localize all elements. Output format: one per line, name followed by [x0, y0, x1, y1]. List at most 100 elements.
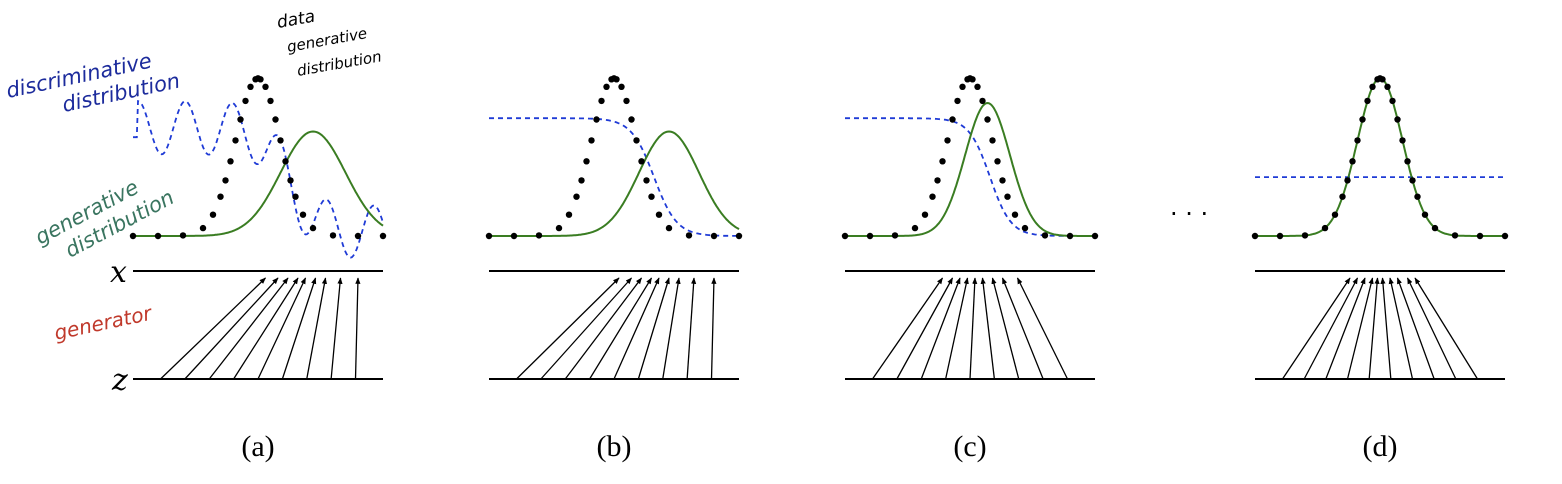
- panel-b-label: (b): [597, 430, 632, 463]
- panel-b-data-point: [555, 224, 563, 232]
- panel-c-data-point: [1004, 193, 1011, 200]
- panel-b-generator-arrow: [589, 277, 653, 380]
- panel-b-data-point: [593, 116, 600, 123]
- panel-b-data-point: [583, 158, 590, 165]
- z-axis-letter: z: [111, 363, 128, 398]
- panel-c-data-point: [1066, 232, 1074, 240]
- panel-c-generator-arrow: [980, 277, 996, 380]
- panel-b-data-point: [565, 211, 573, 218]
- panel-d-generator-arrow: [1406, 277, 1457, 380]
- panel-d-data-point: [1399, 137, 1406, 144]
- panel-c-data-point: [979, 97, 986, 105]
- panel-d: (d): [1251, 75, 1509, 463]
- ellipsis: · · ·: [1170, 200, 1208, 228]
- panel-d-data-point: [1364, 97, 1371, 105]
- panel-b-data-point: [648, 193, 655, 200]
- panel-d-data-point: [1344, 177, 1351, 184]
- panel-b-data-point: [633, 137, 640, 144]
- panel-a-data-point: [257, 76, 264, 83]
- panel-b-generator-arrow: [637, 277, 670, 380]
- data-distribution-annotation-line1: data: [275, 7, 316, 33]
- panel-d-data-point: [1421, 211, 1429, 218]
- panel-c-data-point: [934, 177, 941, 184]
- panel-a-data-point: [277, 137, 284, 144]
- panel-c: (c): [841, 75, 1099, 463]
- panel-a-data-point: [292, 193, 299, 200]
- panel-a-discriminative-distribution: [133, 99, 384, 259]
- panel-d-generator-arrow: [1368, 277, 1380, 380]
- panel-d-label: (d): [1363, 430, 1398, 463]
- panel-c-data-point: [866, 232, 874, 240]
- panel-c-generator-arrow: [896, 277, 954, 380]
- panel-c-data-point: [929, 193, 936, 200]
- panel-c-generator-arrow: [944, 277, 969, 380]
- panel-a-data-point: [262, 83, 269, 91]
- panel-a-data-point: [267, 97, 274, 105]
- panel-b-data-point: [685, 232, 693, 239]
- panel-a-generative-distribution: [133, 130, 384, 237]
- panel-d-generative-distribution: [1255, 77, 1505, 237]
- panel-b-data-point: [510, 232, 518, 240]
- panel-b-data-point: [613, 76, 620, 83]
- panel-a: (a): [129, 75, 387, 463]
- panel-d-data-point: [1394, 116, 1401, 123]
- panel-d-data-point: [1451, 232, 1459, 239]
- panel-a-data-point: [179, 232, 187, 239]
- panel-d-data-point: [1354, 137, 1361, 144]
- panel-a-data-point: [232, 137, 239, 144]
- panel-b-generator-arrow: [564, 277, 643, 380]
- panel-c-data-point: [891, 232, 899, 239]
- panel-c-generator-arrow: [871, 277, 944, 380]
- panel-c-generator-arrow: [991, 277, 1020, 380]
- panel-c-data-point: [921, 211, 929, 218]
- panel-a-data-point: [199, 224, 207, 232]
- panel-b-data-point: [655, 211, 663, 218]
- panel-b-generator-arrow: [662, 277, 681, 380]
- panel-b-data-point: [485, 232, 493, 240]
- panel-a-data-point: [282, 158, 289, 165]
- panel-d-generator-arrow: [1388, 277, 1414, 380]
- panel-a-generator-arrow: [160, 277, 266, 380]
- panel-c-data-point: [959, 83, 966, 91]
- panel-b-data-point: [603, 83, 610, 91]
- panel-a-data-point: [227, 158, 234, 165]
- panel-a-generator-arrow: [306, 277, 327, 380]
- panel-a-data-point: [287, 177, 294, 184]
- panel-a-data-point: [272, 116, 279, 123]
- panel-d-generator-arrow: [1380, 277, 1392, 380]
- generator-annotation: generator: [52, 301, 155, 345]
- panel-b-data-point: [643, 177, 650, 184]
- panel-c-data-point: [974, 83, 981, 91]
- panel-b-data-point: [588, 137, 595, 144]
- panel-a-data-point: [379, 232, 387, 240]
- panel-d-data-point: [1389, 97, 1396, 105]
- panel-d-data-point: [1414, 193, 1421, 200]
- panel-d-generator-arrow: [1346, 277, 1374, 380]
- panel-a-data-point: [247, 83, 254, 91]
- panel-b: (b): [485, 75, 743, 463]
- panel-d-data-point: [1379, 76, 1386, 83]
- panel-b-generator-arrow: [710, 277, 717, 380]
- panel-d-generator-arrow: [1396, 277, 1435, 380]
- panel-d-data-point: [1321, 224, 1329, 232]
- panel-a-data-point: [309, 224, 317, 232]
- panel-b-data-point: [535, 232, 543, 239]
- panel-b-data-point: [735, 232, 743, 240]
- panel-c-data-point: [1091, 232, 1099, 240]
- panel-a-generator-arrow: [354, 277, 361, 380]
- panel-c-data-point: [969, 76, 976, 83]
- panel-c-data-point: [994, 158, 1001, 165]
- panel-b-generator-arrow: [613, 277, 660, 380]
- panel-a-data-point: [354, 232, 362, 240]
- panel-d-data-point: [1501, 232, 1509, 240]
- panel-a-data-point: [154, 232, 162, 240]
- panel-d-generator-arrow: [1414, 277, 1479, 380]
- panel-b-generator-arrow: [540, 277, 632, 380]
- panel-a-data-point: [299, 211, 307, 218]
- panel-a-generator-arrow: [184, 277, 279, 380]
- panel-c-data-point: [949, 116, 956, 123]
- panel-b-data-point: [628, 116, 635, 123]
- panel-c-discriminative-distribution: [845, 117, 1095, 237]
- panel-b-discriminative-distribution: [489, 117, 739, 237]
- panel-d-data-point: [1476, 232, 1484, 240]
